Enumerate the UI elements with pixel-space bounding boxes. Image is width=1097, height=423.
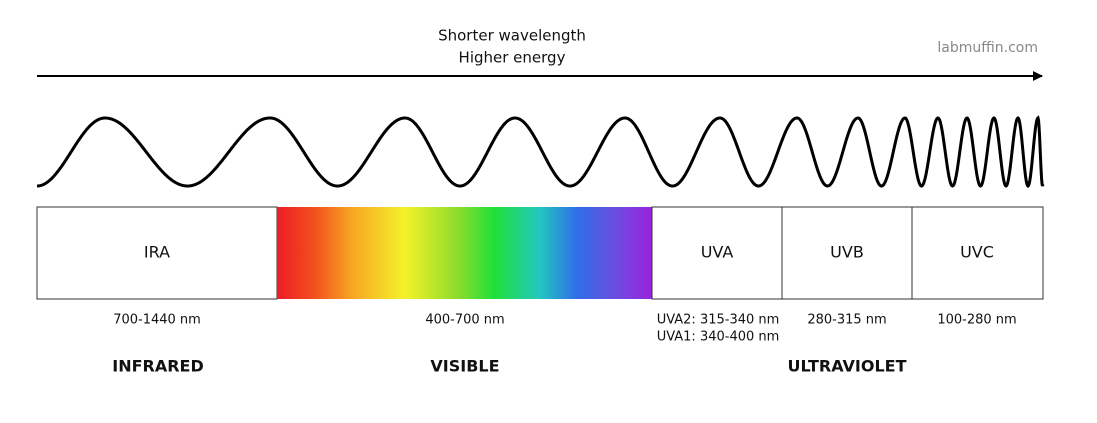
band-box [651, 206, 783, 300]
range-label: 280-315 nm [807, 313, 886, 328]
range-label: 400-700 nm [425, 313, 504, 328]
arrow-label: Higher energy [459, 49, 566, 67]
band-label: UVA [701, 243, 734, 262]
group-label: ULTRAVIOLET [787, 357, 906, 376]
group-label: VISIBLE [430, 357, 499, 376]
band-label: UVB [830, 243, 864, 262]
range-label: 700-1440 nm [113, 313, 201, 328]
group-label: INFRARED [112, 357, 204, 376]
visible-band [277, 207, 652, 299]
watermark: labmuffin.com [937, 40, 1038, 56]
range-label: UVA2: 315-340 nm [657, 313, 780, 328]
band-box [911, 206, 1044, 300]
band-label: IRA [144, 243, 170, 262]
band-label: UVC [960, 243, 994, 262]
band-box [36, 206, 278, 300]
range-label: UVA1: 340-400 nm [657, 330, 780, 345]
arrow-label: Shorter wavelength [438, 27, 586, 45]
band-box [781, 206, 913, 300]
range-label: 100-280 nm [937, 313, 1016, 328]
wave [36, 115, 1045, 188]
